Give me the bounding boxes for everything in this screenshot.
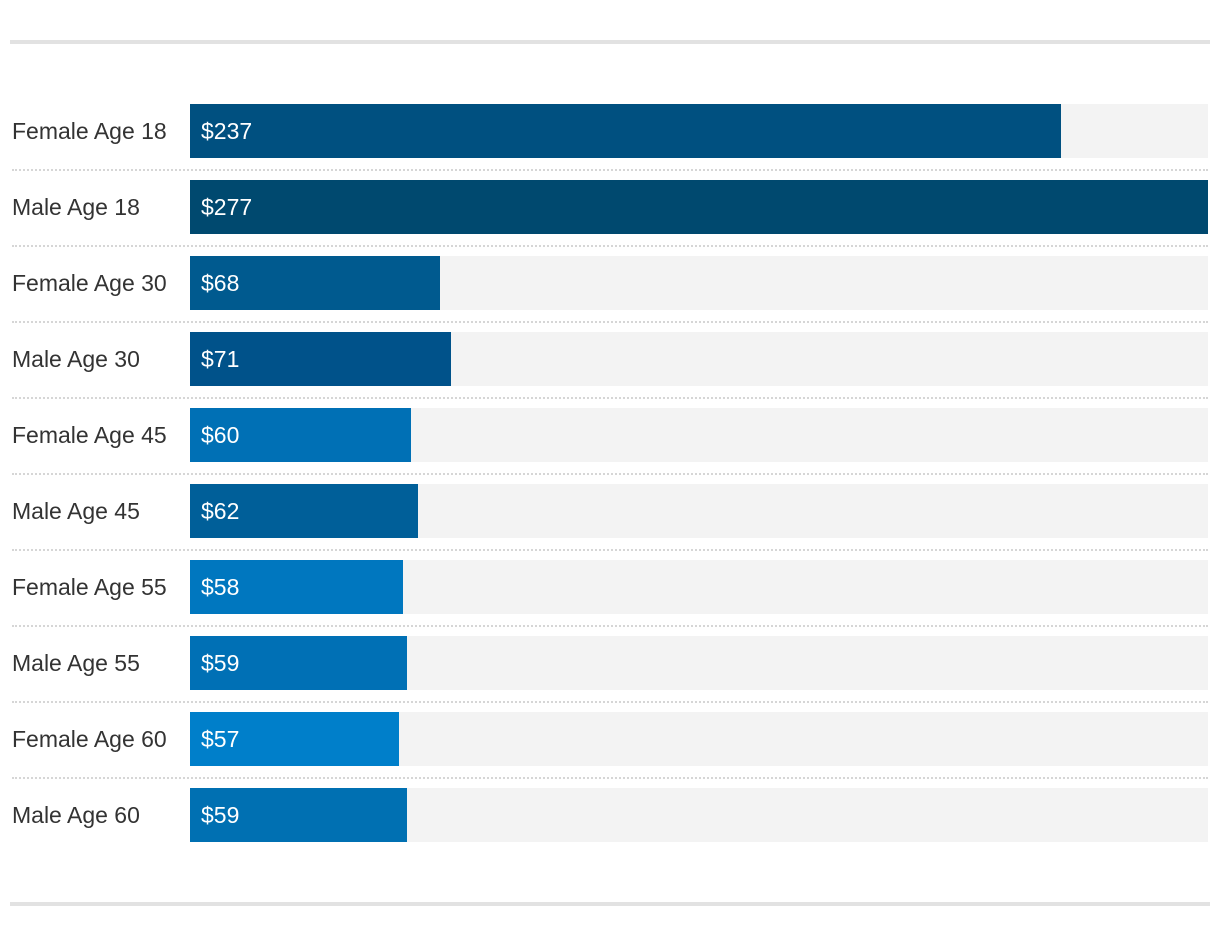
bar (190, 484, 418, 538)
category-label: Male Age 18 (12, 194, 140, 220)
category-label: Female Age 30 (12, 270, 167, 296)
bar-row: Female Age 55 $58 (12, 560, 1208, 636)
bar-row: Female Age 30 $68 (12, 256, 1208, 332)
bar-value-label: $59 (201, 802, 240, 828)
row-separator (12, 169, 1208, 171)
category-label: Female Age 45 (12, 422, 167, 448)
bar-track: $277 (190, 180, 1208, 234)
bar-value-label: $57 (201, 726, 240, 752)
bar-track: $60 (190, 408, 1208, 462)
bar-track: $71 (190, 332, 1208, 386)
row-separator (12, 777, 1208, 779)
bar (190, 712, 399, 766)
row-separator (12, 549, 1208, 551)
bar (190, 560, 403, 614)
category-label: Female Age 18 (12, 118, 167, 144)
bar-row: Male Age 30 $71 (12, 332, 1208, 408)
category-label: Male Age 45 (12, 498, 140, 524)
bar (190, 256, 440, 310)
bar-value-label: $59 (201, 650, 240, 676)
row-separator (12, 245, 1208, 247)
category-label: Female Age 55 (12, 574, 167, 600)
row-separator (12, 701, 1208, 703)
bar (190, 104, 1061, 158)
bar-value-label: $58 (201, 574, 240, 600)
bar-track: $237 (190, 104, 1208, 158)
category-label: Male Age 30 (12, 346, 140, 372)
bar-value-label: $71 (201, 346, 240, 372)
bar-track: $58 (190, 560, 1208, 614)
bar-track: $62 (190, 484, 1208, 538)
bar-value-label: $60 (201, 422, 240, 448)
category-label: Female Age 60 (12, 726, 167, 752)
bar (190, 408, 411, 462)
category-label: Male Age 60 (12, 802, 140, 828)
bar-row: Female Age 60 $57 (12, 712, 1208, 788)
bar (190, 180, 1208, 234)
row-separator (12, 473, 1208, 475)
bar-track: $68 (190, 256, 1208, 310)
category-label: Male Age 55 (12, 650, 140, 676)
bar-track: $57 (190, 712, 1208, 766)
bar-value-label: $62 (201, 498, 240, 524)
row-separator (12, 321, 1208, 323)
bar-track: $59 (190, 788, 1208, 842)
bar (190, 332, 451, 386)
bar-row: Male Age 55 $59 (12, 636, 1208, 712)
bar-chart: Female Age 18 $237 Male Age 18 $277 Female A… (12, 104, 1208, 864)
bar-row: Male Age 45 $62 (12, 484, 1208, 560)
bottom-rule (10, 902, 1210, 906)
bar-value-label: $237 (201, 118, 253, 144)
bar-value-label: $277 (201, 194, 253, 220)
row-separator (12, 625, 1208, 627)
bar (190, 788, 407, 842)
bar-row: Female Age 45 $60 (12, 408, 1208, 484)
bar (190, 636, 407, 690)
top-rule (10, 40, 1210, 44)
bar-value-label: $68 (201, 270, 240, 296)
bar-row: Male Age 18 $277 (12, 180, 1208, 256)
bar-row: Female Age 18 $237 (12, 104, 1208, 180)
row-separator (12, 397, 1208, 399)
bar-row: Male Age 60 $59 (12, 788, 1208, 864)
bar-track: $59 (190, 636, 1208, 690)
